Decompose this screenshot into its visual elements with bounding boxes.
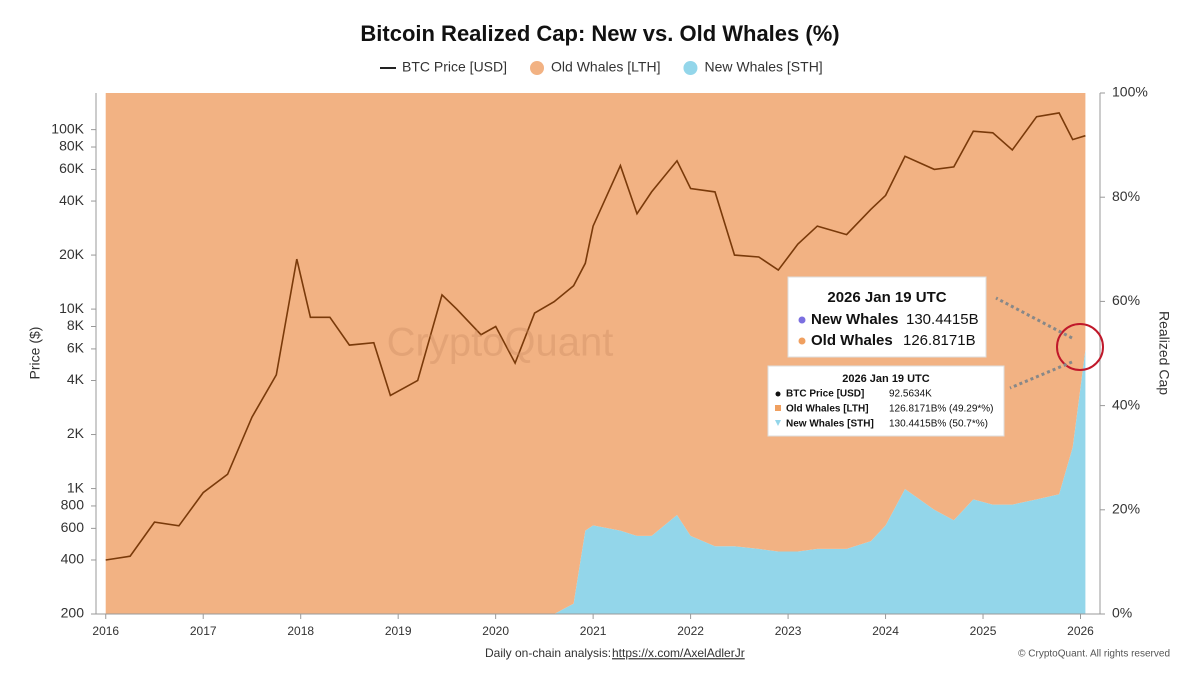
x-tick-label: 2018 (287, 624, 314, 638)
tooltip-value: 126.8171B% (49.29*%) (889, 404, 994, 415)
y-tick-label: 1K (67, 479, 85, 495)
y-tick-label: 20K (59, 246, 85, 262)
callout-title: 2026 Jan 19 UTC (827, 289, 946, 306)
x-tick-label: 2021 (580, 624, 607, 638)
tooltip-value: 92.5634K (889, 389, 932, 400)
footer-text: Daily on-chain analysis: (485, 646, 611, 660)
y-tick-label: 4K (67, 371, 85, 387)
callout: 2026 Jan 19 UTC New Whales 130.4415B Old… (787, 276, 987, 358)
y2-tick-label: 100% (1112, 84, 1148, 100)
watermark: CryptoQuant (387, 321, 614, 365)
arrow (1009, 360, 1073, 390)
y-tick-label: 400 (61, 551, 85, 567)
tooltip: 2026 Jan 19 UTC BTC Price [USD] 92.5634K… (767, 365, 1005, 437)
y-tick-label: 2K (67, 425, 85, 441)
x-tick-label: 2024 (872, 624, 899, 638)
y2-tick-label: 0% (1112, 605, 1132, 621)
area (105, 349, 1086, 614)
legend-label: New Whales [STH] (704, 59, 822, 75)
callout-marker (798, 316, 806, 324)
callout-marker (798, 337, 806, 345)
legend-label: Old Whales [LTH] (551, 59, 660, 75)
legend-marker (683, 61, 698, 75)
x-tick-label: 2017 (190, 624, 217, 638)
tooltip-marker (775, 405, 781, 411)
y-tick-label: 800 (61, 497, 85, 513)
tooltip-title: 2026 Jan 19 UTC (842, 373, 929, 385)
y2-tick-label: 60% (1112, 292, 1140, 308)
legend-label: BTC Price [USD] (402, 59, 507, 75)
x-tick-label: 2022 (677, 624, 704, 638)
x-tick-label: 2020 (482, 624, 509, 638)
x-tick-label: 2025 (970, 624, 997, 638)
y2-axis-title: Realized Cap (1156, 311, 1172, 395)
y-tick-label: 8K (67, 317, 85, 333)
y-tick-label: 60K (59, 160, 85, 176)
y2-tick-label: 80% (1112, 188, 1140, 204)
area (105, 93, 1086, 614)
y-axis-title: Price ($) (27, 327, 43, 380)
x-tick-label: 2016 (92, 624, 119, 638)
callout-value: 130.4415B (906, 311, 979, 328)
y2-tick-label: 20% (1112, 501, 1140, 517)
tooltip-label: New Whales [STH] (786, 419, 874, 430)
chart-title: Bitcoin Realized Cap: New vs. Old Whales… (360, 21, 839, 46)
tooltip-box (767, 365, 1005, 437)
y-tick-label: 600 (61, 519, 85, 535)
x-tick-label: 2023 (775, 624, 802, 638)
callout-label: New Whales (811, 311, 899, 328)
tooltip-value: 130.4415B% (50.7*%) (889, 419, 988, 430)
y-tick-label: 200 (61, 605, 85, 621)
tooltip-marker (775, 391, 781, 397)
footer-link[interactable]: https://x.com/AxelAdlerJr (612, 646, 745, 660)
y-tick-label: 100K (51, 120, 84, 136)
callout-label: Old Whales (811, 332, 893, 349)
legend-marker (530, 61, 545, 75)
x-tick-label: 2026 (1067, 624, 1094, 638)
legend: BTC Price [USD] Old Whales [LTH] New Whale… (380, 59, 823, 75)
y-tick-label: 80K (59, 138, 85, 154)
y2-tick-label: 40% (1112, 396, 1140, 412)
tooltip-marker (775, 420, 781, 426)
y-tick-label: 6K (67, 340, 85, 356)
y-tick-label: 10K (59, 300, 85, 316)
highlight-circle (1056, 323, 1104, 371)
arrow (995, 296, 1073, 340)
y-tick-label: 40K (59, 192, 85, 208)
plot-area (91, 92, 1105, 619)
copyright: © CryptoQuant. All rights reserved (1018, 649, 1170, 660)
price-line (105, 112, 1086, 561)
x-tick-label: 2019 (385, 624, 412, 638)
callout-box (787, 276, 987, 358)
tooltip-label: BTC Price [USD] (786, 389, 864, 400)
callout-value: 126.8171B (903, 332, 976, 349)
tooltip-label: Old Whales [LTH] (786, 404, 869, 415)
